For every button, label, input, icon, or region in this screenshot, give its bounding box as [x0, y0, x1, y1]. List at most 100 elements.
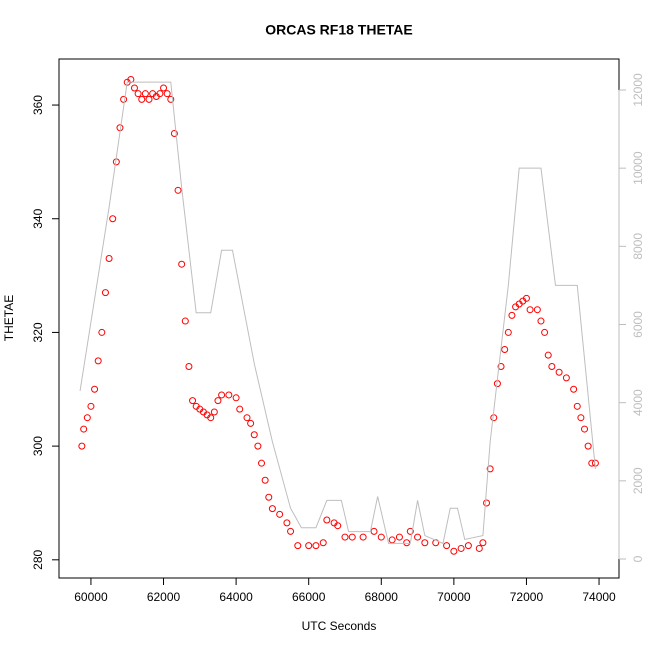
- point: [225, 391, 233, 399]
- y2-tick-label: 8000: [631, 233, 645, 260]
- chart-title: ORCAS RF18 THETAE: [265, 22, 413, 38]
- point: [573, 402, 581, 410]
- x-tick-label: 60000: [74, 590, 108, 604]
- point: [218, 391, 226, 399]
- y2-tick-label: 4000: [631, 389, 645, 416]
- point: [341, 533, 349, 541]
- point: [91, 385, 99, 393]
- point: [258, 459, 266, 467]
- point: [334, 522, 342, 530]
- point: [250, 431, 258, 439]
- point: [570, 385, 578, 393]
- point: [181, 317, 189, 325]
- y-tick-label: 320: [31, 322, 45, 342]
- point: [584, 442, 592, 450]
- point: [323, 516, 331, 524]
- point: [276, 510, 284, 518]
- point: [414, 533, 422, 541]
- point: [464, 542, 472, 550]
- point: [156, 90, 164, 98]
- point: [167, 95, 175, 103]
- point: [138, 95, 146, 103]
- point: [403, 539, 411, 547]
- point: [486, 465, 494, 473]
- point: [243, 414, 251, 422]
- point: [94, 357, 102, 365]
- point: [265, 493, 273, 501]
- point: [548, 363, 556, 371]
- point: [247, 419, 255, 427]
- y2-tick-label: 12000: [631, 73, 645, 107]
- point: [214, 397, 222, 405]
- point: [160, 84, 168, 92]
- point: [501, 345, 509, 353]
- point: [483, 499, 491, 507]
- point: [370, 527, 378, 535]
- point: [87, 402, 95, 410]
- point: [109, 215, 117, 223]
- point: [475, 544, 483, 552]
- y2-tick-label: 10000: [631, 151, 645, 185]
- point: [261, 476, 269, 484]
- x-tick-label: 66000: [292, 590, 326, 604]
- point: [130, 84, 138, 92]
- point: [504, 328, 512, 336]
- point: [78, 442, 86, 450]
- point: [581, 425, 589, 433]
- y-tick-label: 340: [31, 208, 45, 228]
- point: [283, 519, 291, 527]
- point: [508, 311, 516, 319]
- point: [479, 539, 487, 547]
- point: [254, 442, 262, 450]
- y-tick-label: 360: [31, 95, 45, 115]
- point: [577, 414, 585, 422]
- y-tick-label: 280: [31, 549, 45, 569]
- point: [236, 405, 244, 413]
- point: [80, 425, 88, 433]
- x-tick-label: 68000: [365, 590, 399, 604]
- point: [98, 328, 106, 336]
- x-tick-label: 72000: [510, 590, 544, 604]
- point: [210, 408, 218, 416]
- point: [312, 542, 320, 550]
- point: [421, 539, 429, 547]
- point: [533, 306, 541, 314]
- point: [443, 542, 451, 550]
- point: [388, 536, 396, 544]
- point: [83, 414, 91, 422]
- point: [490, 414, 498, 422]
- point: [537, 317, 545, 325]
- point: [120, 95, 128, 103]
- point: [287, 527, 295, 535]
- altitude-line: [79, 81, 596, 545]
- y2-tick-label: 0: [631, 555, 645, 562]
- y2-tick-label: 2000: [631, 467, 645, 494]
- y2-tick-label: 6000: [631, 311, 645, 338]
- point: [141, 90, 149, 98]
- point: [268, 505, 276, 513]
- point: [450, 547, 458, 555]
- point: [457, 544, 465, 552]
- point: [562, 374, 570, 382]
- x-tick-label: 62000: [147, 590, 181, 604]
- point: [105, 255, 113, 263]
- point: [145, 95, 153, 103]
- x-tick-label: 64000: [219, 590, 253, 604]
- point: [178, 260, 186, 268]
- x-tick-label: 74000: [582, 590, 616, 604]
- point: [170, 129, 178, 137]
- point: [526, 306, 534, 314]
- point: [174, 186, 182, 194]
- point: [359, 533, 367, 541]
- point: [189, 397, 197, 405]
- point: [207, 414, 215, 422]
- point: [544, 351, 552, 359]
- point: [395, 533, 403, 541]
- point: [348, 533, 356, 541]
- x-axis-label: UTC Seconds: [302, 619, 377, 633]
- point: [305, 542, 313, 550]
- point: [555, 368, 563, 376]
- x-tick-label: 70000: [437, 590, 471, 604]
- point: [497, 363, 505, 371]
